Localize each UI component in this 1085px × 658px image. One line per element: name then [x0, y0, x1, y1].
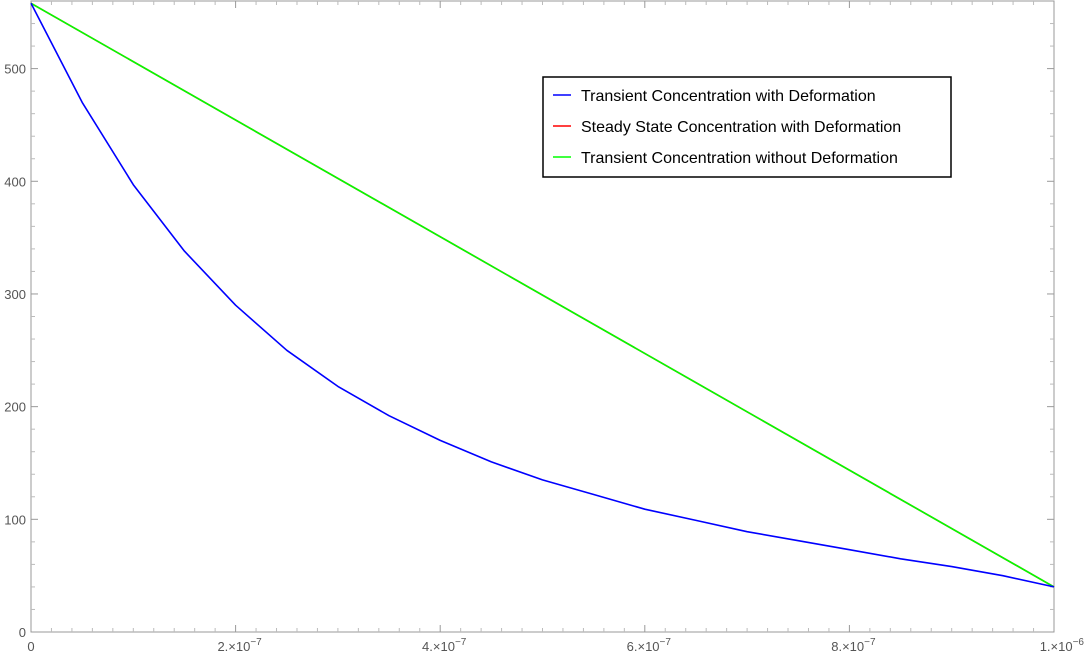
y-tick-label: 300	[4, 287, 26, 302]
legend: Transient Concentration with Deformation…	[542, 76, 952, 178]
series-layer	[30, 2, 1055, 588]
legend-label: Steady State Concentration with Deformat…	[581, 119, 901, 136]
x-tick-label: 4.×10−7	[422, 637, 467, 654]
y-tick-label: 400	[4, 174, 26, 189]
series-line	[30, 2, 1055, 588]
y-tick-label: 500	[4, 62, 26, 77]
x-tick-label: 8.×10−7	[831, 637, 876, 654]
x-tick-label: 0	[27, 639, 34, 654]
series-line	[30, 2, 1055, 588]
x-tick-label: 2.×10−7	[217, 637, 262, 654]
x-tick-label: 1.×10−6	[1040, 637, 1085, 654]
legend-label: Transient Concentration without Deformat…	[581, 150, 898, 167]
legend-label: Transient Concentration with Deformation	[581, 88, 876, 105]
legend-box	[542, 76, 952, 178]
x-axis-ticks: 0 2.×10−7 4.×10−7 6.×10−7 8.×10−7 1.×10−6	[27, 1, 1084, 654]
y-axis-ticks: 0 100 200 300 400 500	[4, 23, 1054, 640]
y-tick-label: 0	[19, 625, 26, 640]
x-tick-label: 6.×10−7	[627, 637, 672, 654]
y-tick-label: 100	[4, 512, 26, 527]
y-tick-label: 200	[4, 400, 26, 415]
